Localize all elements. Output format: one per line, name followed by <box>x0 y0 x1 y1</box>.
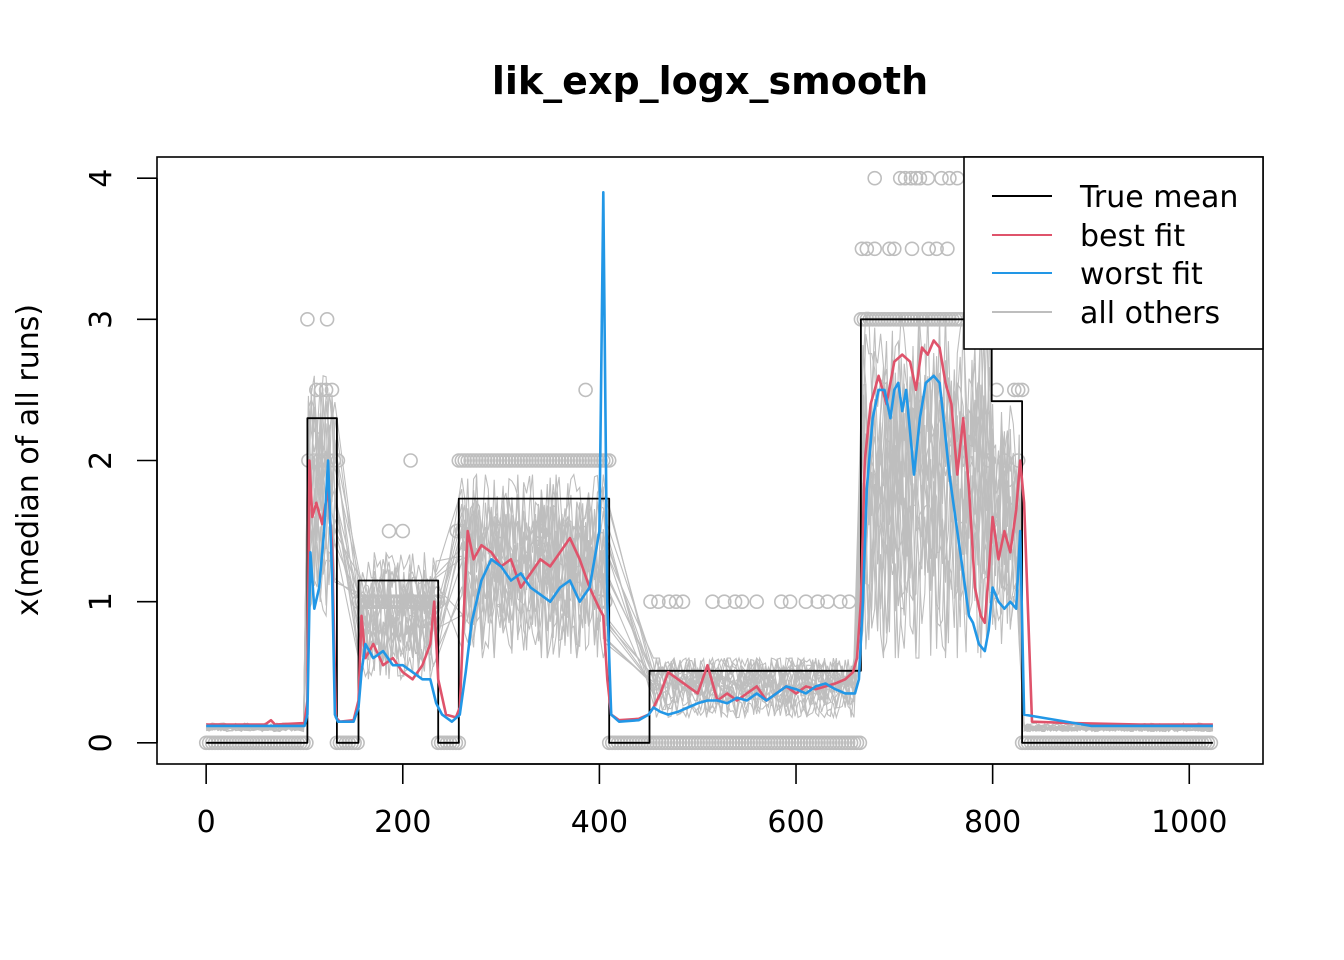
observation-point <box>882 241 897 257</box>
observation-point <box>832 594 848 610</box>
x-tick-label: 0 <box>197 805 216 840</box>
observation-point <box>300 311 315 327</box>
x-tick-label: 600 <box>767 805 824 840</box>
observation-point <box>601 453 617 468</box>
series-layer <box>206 191 1213 744</box>
legend-label-all-others: all others <box>1080 296 1220 331</box>
observation-point <box>852 735 868 751</box>
legend-box <box>963 156 1264 350</box>
observation-point <box>903 170 919 186</box>
observation-point <box>578 382 593 398</box>
observation-point <box>324 382 340 398</box>
x-tick-label: 200 <box>374 805 431 840</box>
observation-point <box>841 594 857 610</box>
observation-point <box>311 453 327 468</box>
series-line-true-mean <box>206 318 1213 744</box>
observation-point <box>942 170 957 186</box>
y-tick-label: 2 <box>84 451 119 470</box>
y-tick-label: 3 <box>84 310 119 329</box>
observation-point <box>782 594 798 610</box>
observation-point <box>921 241 937 257</box>
observation-point <box>810 594 826 610</box>
observation-point <box>867 170 883 186</box>
observation-point <box>749 594 765 610</box>
y-axis-label: x(median of all runs) <box>11 304 46 616</box>
observation-point <box>1006 382 1022 398</box>
series-line-other-run <box>205 332 1214 732</box>
observation-point <box>859 241 875 257</box>
observation-point <box>981 453 997 468</box>
chart-title: lik_exp_logx_smooth <box>492 59 928 103</box>
observation-point <box>773 594 789 610</box>
observation-point <box>727 594 743 610</box>
legend-label-best-fit: best fit <box>1080 219 1185 254</box>
observation-point <box>716 594 732 610</box>
observation-point <box>1010 453 1026 468</box>
observation-point <box>668 594 684 610</box>
observation-point <box>908 170 924 186</box>
observation-point <box>867 241 883 257</box>
observation-point <box>904 241 920 257</box>
observation-point <box>318 382 334 398</box>
observation-point <box>308 382 324 398</box>
observation-point <box>1014 382 1030 398</box>
legend-label-true-mean: True mean <box>1079 180 1238 215</box>
plot-frame <box>156 156 1264 765</box>
observation-point <box>886 241 902 257</box>
observation-point <box>403 453 418 468</box>
legend: True mean best fit worst fit all others <box>963 156 1264 350</box>
observation-point <box>897 170 913 186</box>
observation-point <box>940 241 955 257</box>
series-line-worst-fit <box>206 191 1213 728</box>
observation-point <box>313 382 329 398</box>
y-tick-label: 0 <box>84 733 119 752</box>
observation-point <box>929 241 944 257</box>
y-tick-label: 4 <box>84 169 119 188</box>
observation-point <box>912 170 928 186</box>
observation-point <box>643 594 658 610</box>
observation-point <box>651 594 666 610</box>
y-tick-label: 1 <box>84 592 119 611</box>
observation-point <box>597 594 613 610</box>
x-tick-label: 1000 <box>1151 805 1227 840</box>
series-line-best-fit <box>206 339 1213 726</box>
observation-point <box>675 594 691 610</box>
x-tick-label: 800 <box>964 805 1021 840</box>
observation-point <box>449 523 465 539</box>
observation-point <box>892 170 908 186</box>
observation-point <box>493 523 509 539</box>
series-line-other-run <box>206 320 1214 732</box>
observation-point <box>395 523 411 539</box>
observation-point <box>330 453 346 468</box>
observation-point <box>798 594 814 610</box>
observation-point <box>989 382 1004 398</box>
others-layer <box>205 311 1214 733</box>
observation-point <box>734 594 750 610</box>
observation-point <box>1010 382 1026 398</box>
x-tick-label: 400 <box>571 805 628 840</box>
observation-point <box>705 594 720 610</box>
observation-point <box>319 311 335 327</box>
observation-point <box>934 170 949 186</box>
series-line-other-run <box>205 424 1214 732</box>
legend-label-worst-fit: worst fit <box>1080 257 1203 292</box>
observation-point <box>533 523 548 539</box>
